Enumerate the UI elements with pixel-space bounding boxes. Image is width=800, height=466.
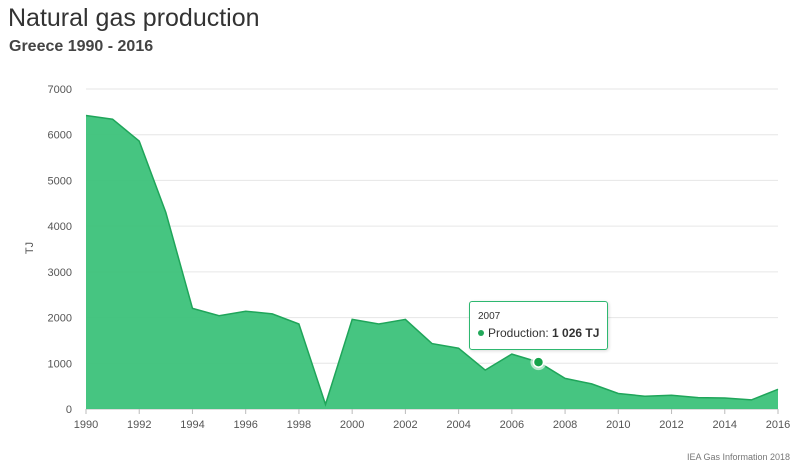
data-point[interactable]: [110, 116, 116, 122]
data-point[interactable]: [642, 393, 648, 399]
x-tick-label: 1998: [287, 419, 311, 431]
y-tick-label: 3000: [48, 267, 72, 279]
data-point[interactable]: [589, 381, 595, 387]
production-line: [85, 114, 779, 407]
data-point[interactable]: [695, 395, 701, 401]
data-point[interactable]: [562, 375, 568, 381]
x-tick-label: 1990: [74, 419, 98, 431]
data-point[interactable]: [189, 305, 195, 311]
y-tick-label: 7000: [48, 84, 72, 96]
x-tick-label: 2004: [446, 419, 470, 431]
y-axis-title: TJ: [24, 242, 36, 254]
tooltip-series-label: Production:: [488, 326, 549, 340]
data-point[interactable]: [509, 351, 515, 357]
x-tick-label: 2014: [713, 419, 737, 431]
x-tick-label: 2008: [553, 419, 577, 431]
y-tick-label: 5000: [48, 175, 72, 187]
data-point[interactable]: [216, 313, 222, 319]
data-point[interactable]: [456, 345, 462, 351]
x-tick-label: 2010: [606, 419, 630, 431]
chart-subtitle: Greece 1990 - 2016: [9, 38, 154, 55]
y-tick-label: 2000: [48, 313, 72, 325]
data-point[interactable]: [83, 113, 89, 119]
tooltip-value: 1 026 TJ: [552, 326, 600, 340]
tooltip-row: Production: 1 026 TJ: [478, 326, 599, 340]
y-tick-label: 0: [66, 404, 72, 416]
y-tick-label: 4000: [48, 221, 72, 233]
tooltip: 2007 Production: 1 026 TJ: [469, 301, 608, 350]
data-point[interactable]: [402, 316, 408, 322]
data-point[interactable]: [349, 316, 355, 322]
data-point[interactable]: [615, 390, 621, 396]
data-point[interactable]: [243, 308, 249, 314]
tooltip-year: 2007: [478, 311, 501, 322]
data-point[interactable]: [376, 321, 382, 327]
data-point[interactable]: [136, 138, 142, 144]
data-point[interactable]: [323, 401, 329, 407]
data-point[interactable]: [748, 397, 754, 403]
production-area: [86, 115, 778, 409]
chart-title: Natural gas production: [8, 4, 260, 32]
x-tick-label: 2006: [500, 419, 524, 431]
x-tick-label: 1996: [233, 419, 257, 431]
data-point[interactable]: [482, 367, 488, 373]
x-tick-label: 2002: [393, 419, 417, 431]
data-point[interactable]: [669, 392, 675, 398]
data-point[interactable]: [296, 321, 302, 327]
x-tick-label: 2016: [766, 419, 790, 431]
x-tick-label: 1994: [180, 419, 204, 431]
data-point[interactable]: [269, 311, 275, 317]
data-point[interactable]: [722, 395, 728, 401]
source-credit: IEA Gas Information 2018: [686, 452, 790, 462]
data-point[interactable]: [429, 341, 435, 347]
tooltip-series-dot: [478, 329, 484, 336]
x-tick-label: 2000: [340, 419, 364, 431]
y-tick-label: 6000: [48, 130, 72, 142]
highlight-point[interactable]: [532, 356, 545, 368]
data-point[interactable]: [163, 209, 169, 215]
x-tick-label: 2012: [659, 419, 683, 431]
x-tick-label: 1992: [127, 419, 151, 431]
data-point[interactable]: [775, 386, 781, 392]
y-tick-label: 1000: [48, 358, 72, 370]
